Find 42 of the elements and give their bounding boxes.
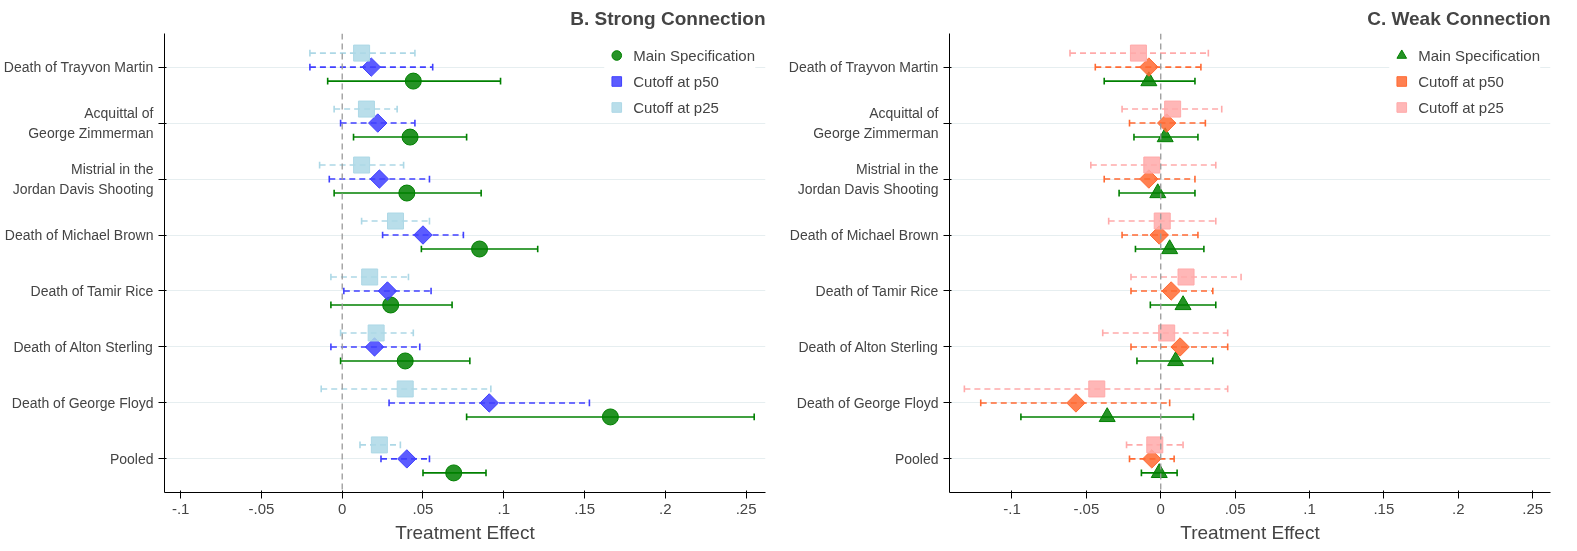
legend-label: Cutoff at p50	[1418, 72, 1504, 90]
x-tick-label: -.05	[1073, 499, 1100, 517]
x-tick-label: 0	[338, 499, 347, 517]
y-tick-label: Death of Trayvon Martin	[788, 59, 939, 76]
x-tick-label: .15	[574, 499, 595, 517]
y-tick-label: Mistrial in the Jordan Davis Shooting	[797, 161, 939, 197]
y-tick-label: Pooled	[109, 450, 154, 467]
x-tick-label: .05	[1224, 499, 1246, 517]
y-tick-label: Death of George Floyd	[796, 394, 939, 411]
legend-label: Cutoff at p25	[633, 98, 719, 116]
y-tick-label: Acquittal of George Zimmerman	[813, 105, 939, 141]
x-tick-label: -.1	[171, 499, 190, 517]
y-tick-label: Death of Tamir Rice	[30, 282, 154, 299]
x-tick-label: .2	[659, 499, 672, 517]
chart-title: C. Weak Connection	[1367, 7, 1551, 29]
legend-label: Cutoff at p50	[633, 72, 719, 90]
chart-title: B. Strong Connection	[570, 7, 766, 29]
x-tick-label: .2	[1452, 499, 1465, 517]
x-tick-label: 0	[1156, 499, 1165, 517]
y-tick-label: Death of Alton Sterling	[13, 338, 153, 355]
y-tick-label: Death of Alton Sterling	[798, 338, 938, 355]
x-tick-label: .1	[497, 499, 511, 517]
y-tick-label: Death of Trayvon Martin	[3, 59, 154, 76]
x-tick-label: .25	[1522, 499, 1544, 517]
x-tick-label: .1	[1303, 499, 1316, 517]
y-tick-label: Death of Tamir Rice	[815, 282, 939, 299]
x-tick-label: .15	[1373, 499, 1395, 517]
y-tick-label: Death of Michael Brown	[4, 227, 154, 244]
y-tick-label: Pooled	[894, 450, 939, 467]
x-tick-label: .25	[735, 499, 757, 517]
legend-label: Main Specification	[633, 46, 755, 64]
x-axis-title: Treatment Effect	[1180, 521, 1321, 543]
x-tick-label: .05	[412, 499, 434, 517]
y-tick-label: Death of Michael Brown	[789, 227, 939, 244]
x-tick-label: -.05	[248, 499, 275, 517]
legend-label: Main Specification	[1418, 46, 1540, 64]
y-tick-label: Mistrial in the Jordan Davis Shooting	[12, 161, 154, 197]
x-tick-label: -.1	[1003, 499, 1021, 517]
y-tick-label: Death of George Floyd	[11, 394, 154, 411]
x-axis-title: Treatment Effect	[395, 521, 536, 543]
y-tick-label: Acquittal of George Zimmerman	[28, 105, 154, 141]
legend-label: Cutoff at p25	[1418, 98, 1504, 116]
